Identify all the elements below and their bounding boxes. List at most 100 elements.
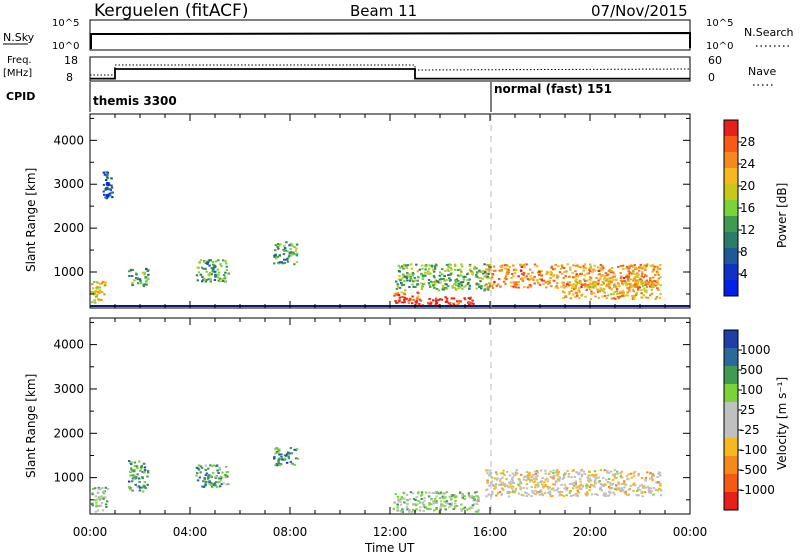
heatmap-cell-582 — [582, 470, 586, 473]
heatmap-cell-837 — [212, 484, 216, 486]
heatmap-cell-1066 — [93, 299, 96, 302]
heatmap-cell-561 — [574, 264, 578, 267]
heatmap-cell-1134 — [204, 261, 208, 264]
heatmap-cell-487 — [521, 277, 524, 280]
heatmap-cell-704 — [656, 287, 659, 290]
heatmap-cell-168 — [406, 503, 409, 506]
ytick-label-4000: 4000 — [53, 338, 84, 352]
heatmap-cell-733 — [598, 290, 601, 293]
heatmap-cell-556 — [567, 472, 571, 475]
heatmap-cell-1253 — [275, 256, 278, 259]
heatmap-cell-450 — [545, 273, 548, 275]
heatmap-cell-88 — [401, 296, 404, 298]
heatmap-cell-787 — [144, 487, 148, 489]
heatmap-cell-115 — [592, 268, 595, 271]
heatmap-cell-427 — [523, 266, 526, 269]
heatmap-cell-92 — [450, 504, 453, 507]
heatmap-cell-781 — [438, 274, 441, 277]
heatmap-cell-948 — [423, 282, 426, 285]
heatmap-cell-511 — [657, 472, 660, 475]
heatmap-cell-766 — [133, 465, 136, 468]
heatmap-cell-263 — [594, 477, 597, 480]
heatmap-cell-695 — [509, 485, 512, 488]
heatmap-cell-740 — [657, 288, 660, 291]
heatmap-cell-643 — [502, 489, 505, 492]
heatmap-cell-696 — [622, 292, 625, 295]
heatmap-cell-551 — [531, 490, 534, 493]
heatmap-cell-174 — [555, 274, 558, 277]
heatmap-cell-625 — [618, 483, 621, 486]
heatmap-cell-153 — [419, 506, 422, 509]
heatmap-cell-373 — [636, 272, 639, 275]
heatmap-cell-1242 — [273, 262, 276, 265]
heatmap-cell-888 — [473, 265, 477, 268]
heatmap-cell-794 — [489, 266, 492, 269]
heatmap-cell-678 — [641, 282, 644, 285]
heatmap-cell-105 — [646, 263, 649, 266]
heatmap-cell-190 — [509, 491, 512, 494]
heatmap-cell-417 — [619, 474, 623, 477]
heatmap-cell-710 — [643, 287, 646, 290]
heatmap-cell-1197 — [201, 275, 204, 278]
heatmap-cell-805 — [141, 477, 144, 480]
heatmap-cell-297 — [583, 473, 587, 476]
heatmap-cell-1099 — [147, 277, 150, 280]
heatmap-cell-581 — [593, 292, 596, 295]
heatmap-cell-475 — [593, 269, 597, 272]
heatmap-cell-980 — [466, 273, 469, 276]
heatmap-cell-1096 — [147, 273, 150, 276]
heatmap-cell-462 — [556, 474, 559, 477]
heatmap-cell-755 — [610, 280, 613, 283]
heatmap-cell-116 — [528, 268, 532, 271]
heatmap-cell-405 — [568, 482, 572, 485]
heatmap-cell-202 — [489, 469, 492, 472]
heatmap-cell-741 — [100, 496, 104, 499]
heatmap-cell-417 — [579, 280, 582, 283]
cpid-label: CPID — [6, 90, 35, 103]
heatmap-cell-749 — [97, 488, 101, 491]
nave-label: Nave — [748, 65, 776, 78]
heatmap-cell-902 — [483, 288, 487, 291]
heatmap-cell-481 — [647, 281, 650, 284]
heatmap-cell-853 — [225, 483, 228, 486]
heatmap-cell-21 — [461, 493, 464, 496]
heatmap-cell-450 — [630, 476, 633, 479]
heatmap-cell-675 — [510, 480, 513, 483]
heatmap-cell-455 — [652, 474, 656, 477]
heatmap-cell-1171 — [204, 280, 208, 283]
heatmap-cell-815 — [142, 470, 146, 473]
heatmap-cell-737 — [95, 505, 99, 508]
heatmap-cell-870 — [427, 272, 430, 275]
heatmap-cell-1080 — [101, 280, 105, 283]
heatmap-cell-988 — [461, 265, 464, 268]
heatmap-cell-1053 — [98, 298, 101, 301]
heatmap-cell-247 — [588, 470, 591, 473]
heatmap-cell-371 — [557, 275, 560, 278]
heatmap-cell-81 — [422, 510, 425, 513]
heatmap-cell-369 — [574, 287, 578, 290]
heatmap-cell-557 — [558, 494, 561, 497]
heatmap-cell-1264 — [108, 183, 111, 186]
heatmap-cell-919 — [280, 453, 283, 456]
heatmap-cell-1193 — [213, 279, 217, 281]
heatmap-cell-945 — [279, 457, 282, 460]
heatmap-cell-372 — [640, 477, 644, 479]
heatmap-cell-345 — [530, 495, 533, 498]
heatmap-cell-1245 — [284, 249, 287, 252]
heatmap-cell-694 — [604, 495, 607, 497]
heatmap-cell-25 — [415, 496, 418, 499]
heatmap-cell-278 — [511, 273, 514, 275]
heatmap-cell-164 — [428, 502, 431, 505]
heatmap-cell-111 — [507, 271, 510, 274]
heatmap-cell-538 — [611, 478, 615, 481]
heatmap-cell-1126 — [207, 278, 210, 281]
heatmap-cell-223 — [657, 274, 660, 276]
heatmap-cell-1029 — [468, 287, 471, 290]
heatmap-cell-601 — [507, 495, 511, 498]
heatmap-cell-96 — [466, 508, 469, 511]
heatmap-cell-1135 — [204, 267, 207, 270]
heatmap-cell-334 — [639, 280, 642, 283]
heatmap-cell-1078 — [94, 290, 97, 293]
heatmap-cell-682 — [584, 283, 587, 286]
heatmap-cell-482 — [587, 479, 590, 482]
